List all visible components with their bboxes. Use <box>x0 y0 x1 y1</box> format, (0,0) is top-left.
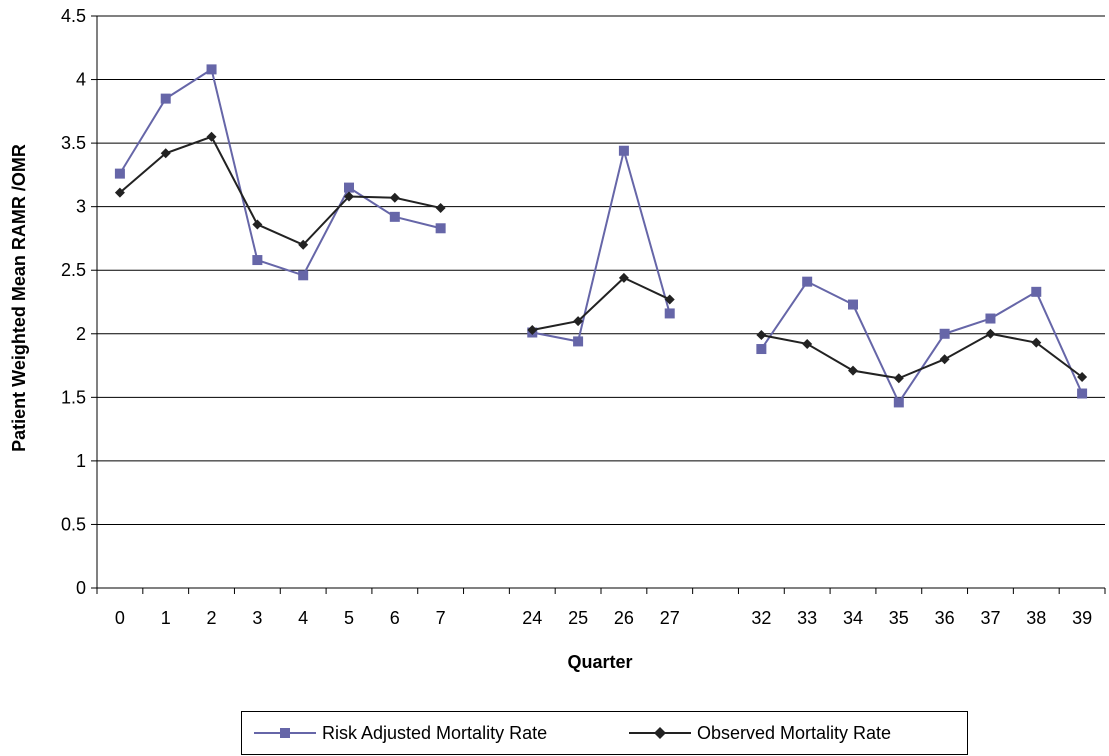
series-0 <box>114 64 1088 408</box>
series-0-point-6 <box>389 211 400 222</box>
x-tick-label-5: 5 <box>344 608 354 628</box>
series-0-point-7 <box>435 223 446 234</box>
legend: Risk Adjusted Mortality Rate Observed Mo… <box>241 711 968 755</box>
chart: 00.511.522.533.544.5 0 1 2 3 4 5 6 7 24 25 26 27 32 3… <box>9 6 1106 672</box>
y-tick-label-3: 1.5 <box>61 387 86 407</box>
series-1-point-34 <box>848 365 858 376</box>
y-tick-label-9: 4.5 <box>61 6 86 26</box>
series-1-line-0 <box>119 135 441 247</box>
series-1-point-37 <box>985 328 996 339</box>
series-0-point-1 <box>160 93 171 104</box>
y-axis-title: Patient Weighted Mean RAMR /OMR <box>9 144 29 452</box>
gridlines <box>97 15 1105 589</box>
series-0-line-0 <box>119 67 441 277</box>
x-tick-label-6: 6 <box>390 608 400 628</box>
x-tick-label-33: 33 <box>797 608 817 628</box>
series-1-point-26 <box>618 272 629 283</box>
series-0-point-0 <box>114 168 125 179</box>
series-0-point-3 <box>252 255 263 266</box>
x-tick-label-27: 27 <box>660 608 680 628</box>
y-tick-label-4: 2 <box>76 324 86 344</box>
legend-label-observed: Observed Mortality Rate <box>697 722 892 743</box>
series-layer <box>114 64 1088 408</box>
y-tick-label-6: 3 <box>76 197 86 217</box>
x-tick-label-37: 37 <box>980 608 1000 628</box>
legend-label-risk-adjusted: Risk Adjusted Mortality Rate <box>322 722 548 743</box>
series-1-point-38 <box>1031 337 1042 348</box>
x-tick-label-32: 32 <box>751 608 771 628</box>
x-tick-label-3: 3 <box>252 608 262 628</box>
series-0-point-38 <box>1031 286 1042 297</box>
series-0-point-4 <box>298 270 309 281</box>
legend-swatch-risk-adjusted <box>254 728 316 738</box>
series-1-point-36 <box>939 354 950 365</box>
series-0-point-34 <box>848 299 858 310</box>
x-tick-label-25: 25 <box>568 608 588 628</box>
series-0-point-33 <box>802 276 813 287</box>
y-tick-labels: 0 0.5 1 1.5 2 2.5 3 3.5 4 4.5 <box>61 6 86 598</box>
y-tick-label-2: 1 <box>76 451 86 471</box>
series-0-line-1 <box>532 146 671 343</box>
series-1-line-2 <box>761 332 1083 380</box>
series-1-point-32 <box>756 330 767 341</box>
y-tick-label-8: 4 <box>76 70 86 90</box>
x-tick-label-1: 1 <box>161 608 171 628</box>
x-tick-label-39: 39 <box>1072 608 1092 628</box>
x-tick-label-26: 26 <box>614 608 634 628</box>
series-1-point-39 <box>1077 371 1088 382</box>
series-1-point-4 <box>298 239 309 250</box>
series-0-point-27 <box>664 308 675 319</box>
series-1-point-25 <box>573 316 584 327</box>
x-tick-label-24: 24 <box>522 608 542 628</box>
series-0-point-36 <box>939 328 950 339</box>
y-tick-label-5: 2.5 <box>61 260 86 280</box>
x-tick-label-2: 2 <box>207 608 217 628</box>
series-1-point-27 <box>664 294 675 305</box>
axes <box>91 15 1106 594</box>
series-0-point-32 <box>756 344 767 355</box>
x-tick-labels: 0 1 2 3 4 5 6 7 24 25 26 27 32 33 34 35 36 37 38 39 <box>115 608 1092 628</box>
series-0-point-5 <box>344 182 354 193</box>
series-0-point-2 <box>206 64 217 75</box>
series-0-point-26 <box>618 145 629 156</box>
y-tick-label-7: 3.5 <box>61 133 86 153</box>
series-1-point-35 <box>893 373 904 384</box>
y-tick-label-0: 0 <box>76 578 86 598</box>
series-0-point-39 <box>1077 388 1088 399</box>
x-tick-label-35: 35 <box>889 608 909 628</box>
series-1-point-24 <box>527 324 538 335</box>
series-1-line-1 <box>532 276 671 331</box>
series-1-point-5 <box>344 191 354 202</box>
y-tick-label-1: 0.5 <box>61 514 86 534</box>
x-tick-label-38: 38 <box>1026 608 1046 628</box>
x-tick-label-0: 0 <box>115 608 125 628</box>
series-1-point-0 <box>114 187 125 198</box>
series-1-point-6 <box>389 192 400 203</box>
x-tick-label-7: 7 <box>436 608 446 628</box>
x-axis-title: Quarter <box>567 652 632 672</box>
series-1-point-7 <box>435 202 446 213</box>
series-0-point-37 <box>985 313 996 324</box>
series-1-point-2 <box>206 131 217 142</box>
series-0-point-35 <box>893 397 904 408</box>
x-tick-label-4: 4 <box>298 608 308 628</box>
series-1-point-1 <box>160 148 171 159</box>
series-0-point-25 <box>573 336 584 347</box>
x-tick-label-36: 36 <box>935 608 955 628</box>
x-tick-label-34: 34 <box>843 608 863 628</box>
series-1-point-33 <box>802 338 813 349</box>
legend-item-observed: Observed Mortality Rate <box>629 712 891 754</box>
series-1 <box>114 131 1088 384</box>
legend-swatch-observed <box>629 727 691 739</box>
series-1-point-3 <box>252 219 263 230</box>
legend-item-risk-adjusted: Risk Adjusted Mortality Rate <box>254 712 547 754</box>
